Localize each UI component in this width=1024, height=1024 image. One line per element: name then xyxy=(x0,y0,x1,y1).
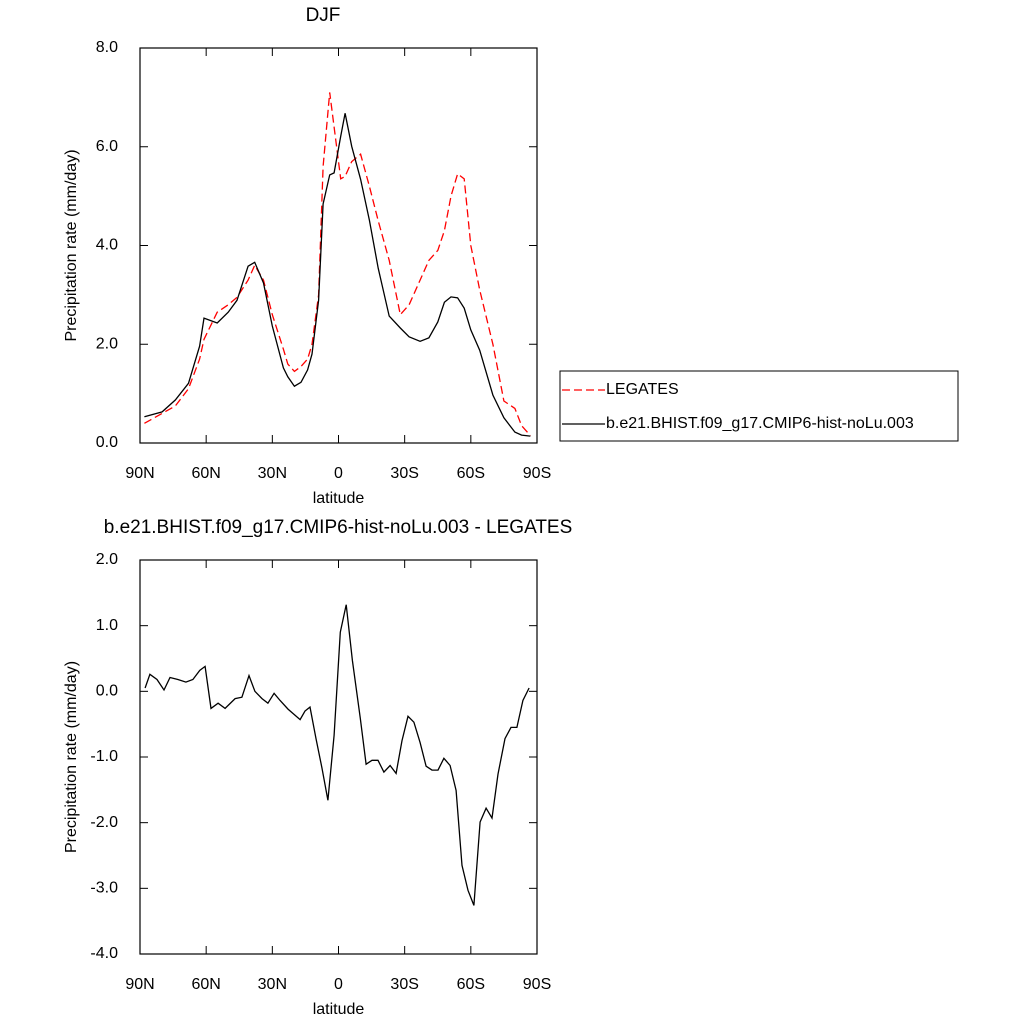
y-tick-label: 4.0 xyxy=(96,237,118,254)
chart-title: DJF xyxy=(306,5,341,26)
y-tick-label: 1.0 xyxy=(96,617,118,634)
x-tick-label: 30S xyxy=(390,465,418,482)
y-axis-label: Precipitation rate (mm/day) xyxy=(63,661,80,853)
data-line xyxy=(144,604,530,906)
x-tick-label: 0 xyxy=(334,465,343,482)
y-tick-label: -1.0 xyxy=(90,748,118,765)
data-line xyxy=(144,113,531,437)
y-tick-label: -4.0 xyxy=(90,945,118,962)
y-tick-label: 6.0 xyxy=(96,138,118,155)
plot-frame xyxy=(139,559,538,955)
x-tick-label: 60N xyxy=(191,976,220,993)
plot-frame xyxy=(139,47,538,444)
y-tick-label: -3.0 xyxy=(90,880,118,897)
y-axis-label: Precipitation rate (mm/day) xyxy=(63,149,80,341)
x-axis-label: latitude xyxy=(313,490,365,507)
y-tick-label: -2.0 xyxy=(90,814,118,831)
x-tick-label: 60S xyxy=(457,465,485,482)
y-tick-label: 0.0 xyxy=(96,683,118,700)
legend-label: b.e21.BHIST.f09_g17.CMIP6-hist-noLu.003 xyxy=(606,415,914,432)
y-tick-label: 8.0 xyxy=(96,39,118,56)
x-tick-label: 30N xyxy=(258,465,287,482)
x-tick-label: 90S xyxy=(523,976,551,993)
legend-box xyxy=(559,370,959,442)
x-tick-label: 0 xyxy=(334,976,343,993)
y-tick-label: 2.0 xyxy=(96,335,118,352)
legend-label: LEGATES xyxy=(606,381,679,398)
y-tick-label: 2.0 xyxy=(96,551,118,568)
x-tick-label: 60S xyxy=(457,976,485,993)
x-tick-label: 90N xyxy=(125,976,154,993)
chart-title: b.e21.BHIST.f09_g17.CMIP6-hist-noLu.003 … xyxy=(104,517,573,538)
x-tick-label: 30N xyxy=(258,976,287,993)
x-tick-label: 60N xyxy=(191,465,220,482)
x-tick-label: 90S xyxy=(523,465,551,482)
x-tick-label: 90N xyxy=(125,465,154,482)
x-tick-label: 30S xyxy=(390,976,418,993)
data-line xyxy=(144,92,531,437)
x-axis-label: latitude xyxy=(313,1001,365,1018)
y-tick-label: 0.0 xyxy=(96,434,118,451)
